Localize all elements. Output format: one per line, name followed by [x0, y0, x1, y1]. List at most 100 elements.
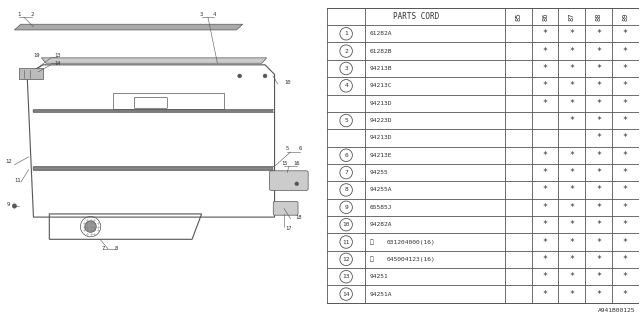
Text: 85: 85	[515, 12, 522, 21]
Text: *: *	[596, 81, 601, 90]
Text: *: *	[623, 186, 628, 195]
Text: 1: 1	[17, 12, 21, 17]
Text: 94213D: 94213D	[370, 135, 392, 140]
Text: *: *	[570, 272, 574, 281]
Text: *: *	[623, 151, 628, 160]
Text: *: *	[543, 81, 548, 90]
Text: *: *	[570, 255, 574, 264]
Text: *: *	[570, 81, 574, 90]
Text: *: *	[543, 186, 548, 195]
Text: *: *	[570, 64, 574, 73]
Text: *: *	[543, 151, 548, 160]
Text: *: *	[596, 272, 601, 281]
Text: *: *	[623, 237, 628, 246]
Text: *: *	[623, 203, 628, 212]
Text: PARTS CORD: PARTS CORD	[393, 12, 439, 21]
Text: 89: 89	[622, 12, 628, 21]
Text: *: *	[623, 133, 628, 142]
Text: 94213C: 94213C	[370, 83, 392, 88]
Text: *: *	[596, 99, 601, 108]
Text: 17: 17	[285, 226, 292, 231]
Text: *: *	[596, 220, 601, 229]
Circle shape	[85, 221, 96, 232]
Circle shape	[263, 74, 267, 78]
Text: 7: 7	[102, 246, 105, 252]
Text: *: *	[596, 186, 601, 195]
Text: 11: 11	[342, 239, 350, 244]
Text: 65585J: 65585J	[370, 205, 392, 210]
Text: 94213E: 94213E	[370, 153, 392, 158]
Text: 12: 12	[342, 257, 350, 262]
Text: 94282A: 94282A	[370, 222, 392, 227]
Text: 61282A: 61282A	[370, 31, 392, 36]
Text: *: *	[570, 116, 574, 125]
Text: *: *	[596, 168, 601, 177]
Text: *: *	[596, 255, 601, 264]
Text: *: *	[596, 237, 601, 246]
Text: 94255: 94255	[370, 170, 388, 175]
Text: *: *	[570, 237, 574, 246]
Text: 94223D: 94223D	[370, 118, 392, 123]
Text: *: *	[543, 47, 548, 56]
Text: *: *	[623, 64, 628, 73]
Text: 6: 6	[344, 153, 348, 158]
Text: 14: 14	[54, 61, 61, 66]
Text: *: *	[596, 133, 601, 142]
Text: *: *	[623, 99, 628, 108]
Text: 3: 3	[200, 12, 204, 17]
Text: Ⓦ: Ⓦ	[370, 239, 374, 245]
Text: *: *	[543, 203, 548, 212]
Polygon shape	[19, 68, 43, 79]
Text: 5: 5	[344, 118, 348, 123]
Text: 86: 86	[542, 12, 548, 21]
FancyBboxPatch shape	[273, 202, 298, 215]
Polygon shape	[33, 109, 273, 112]
Text: *: *	[570, 186, 574, 195]
Text: 94251: 94251	[370, 274, 388, 279]
Text: 8: 8	[115, 246, 118, 252]
Text: 5: 5	[285, 147, 289, 151]
Text: 10: 10	[342, 222, 350, 227]
Text: *: *	[570, 99, 574, 108]
Text: *: *	[596, 290, 601, 299]
Circle shape	[237, 74, 241, 78]
Text: 4: 4	[212, 12, 216, 17]
Text: 94213D: 94213D	[370, 101, 392, 106]
Text: *: *	[570, 151, 574, 160]
Text: 9: 9	[6, 202, 10, 207]
Text: 2: 2	[30, 12, 33, 17]
Polygon shape	[15, 24, 243, 30]
Text: 18: 18	[295, 215, 301, 220]
Text: 11: 11	[14, 178, 21, 183]
Circle shape	[295, 182, 299, 186]
Text: *: *	[543, 29, 548, 38]
Text: *: *	[543, 237, 548, 246]
Text: A941B00125: A941B00125	[598, 308, 636, 313]
Text: *: *	[570, 290, 574, 299]
Text: 94255A: 94255A	[370, 188, 392, 192]
Text: 94213B: 94213B	[370, 66, 392, 71]
Text: 4: 4	[344, 83, 348, 88]
Text: *: *	[623, 47, 628, 56]
Text: *: *	[570, 47, 574, 56]
Text: 61282B: 61282B	[370, 49, 392, 54]
Text: *: *	[543, 64, 548, 73]
Text: *: *	[623, 29, 628, 38]
Text: *: *	[596, 47, 601, 56]
Text: 6: 6	[298, 147, 301, 151]
Text: 13: 13	[54, 53, 61, 58]
Polygon shape	[42, 58, 267, 63]
Text: *: *	[543, 168, 548, 177]
Text: *: *	[623, 272, 628, 281]
Text: *: *	[623, 290, 628, 299]
Text: 7: 7	[344, 170, 348, 175]
Text: 19: 19	[33, 53, 40, 58]
Text: *: *	[623, 116, 628, 125]
Text: *: *	[596, 29, 601, 38]
Text: *: *	[543, 99, 548, 108]
Text: 87: 87	[569, 12, 575, 21]
Text: *: *	[570, 203, 574, 212]
Text: *: *	[570, 220, 574, 229]
Text: *: *	[623, 220, 628, 229]
Text: 045004123(16): 045004123(16)	[387, 257, 435, 262]
